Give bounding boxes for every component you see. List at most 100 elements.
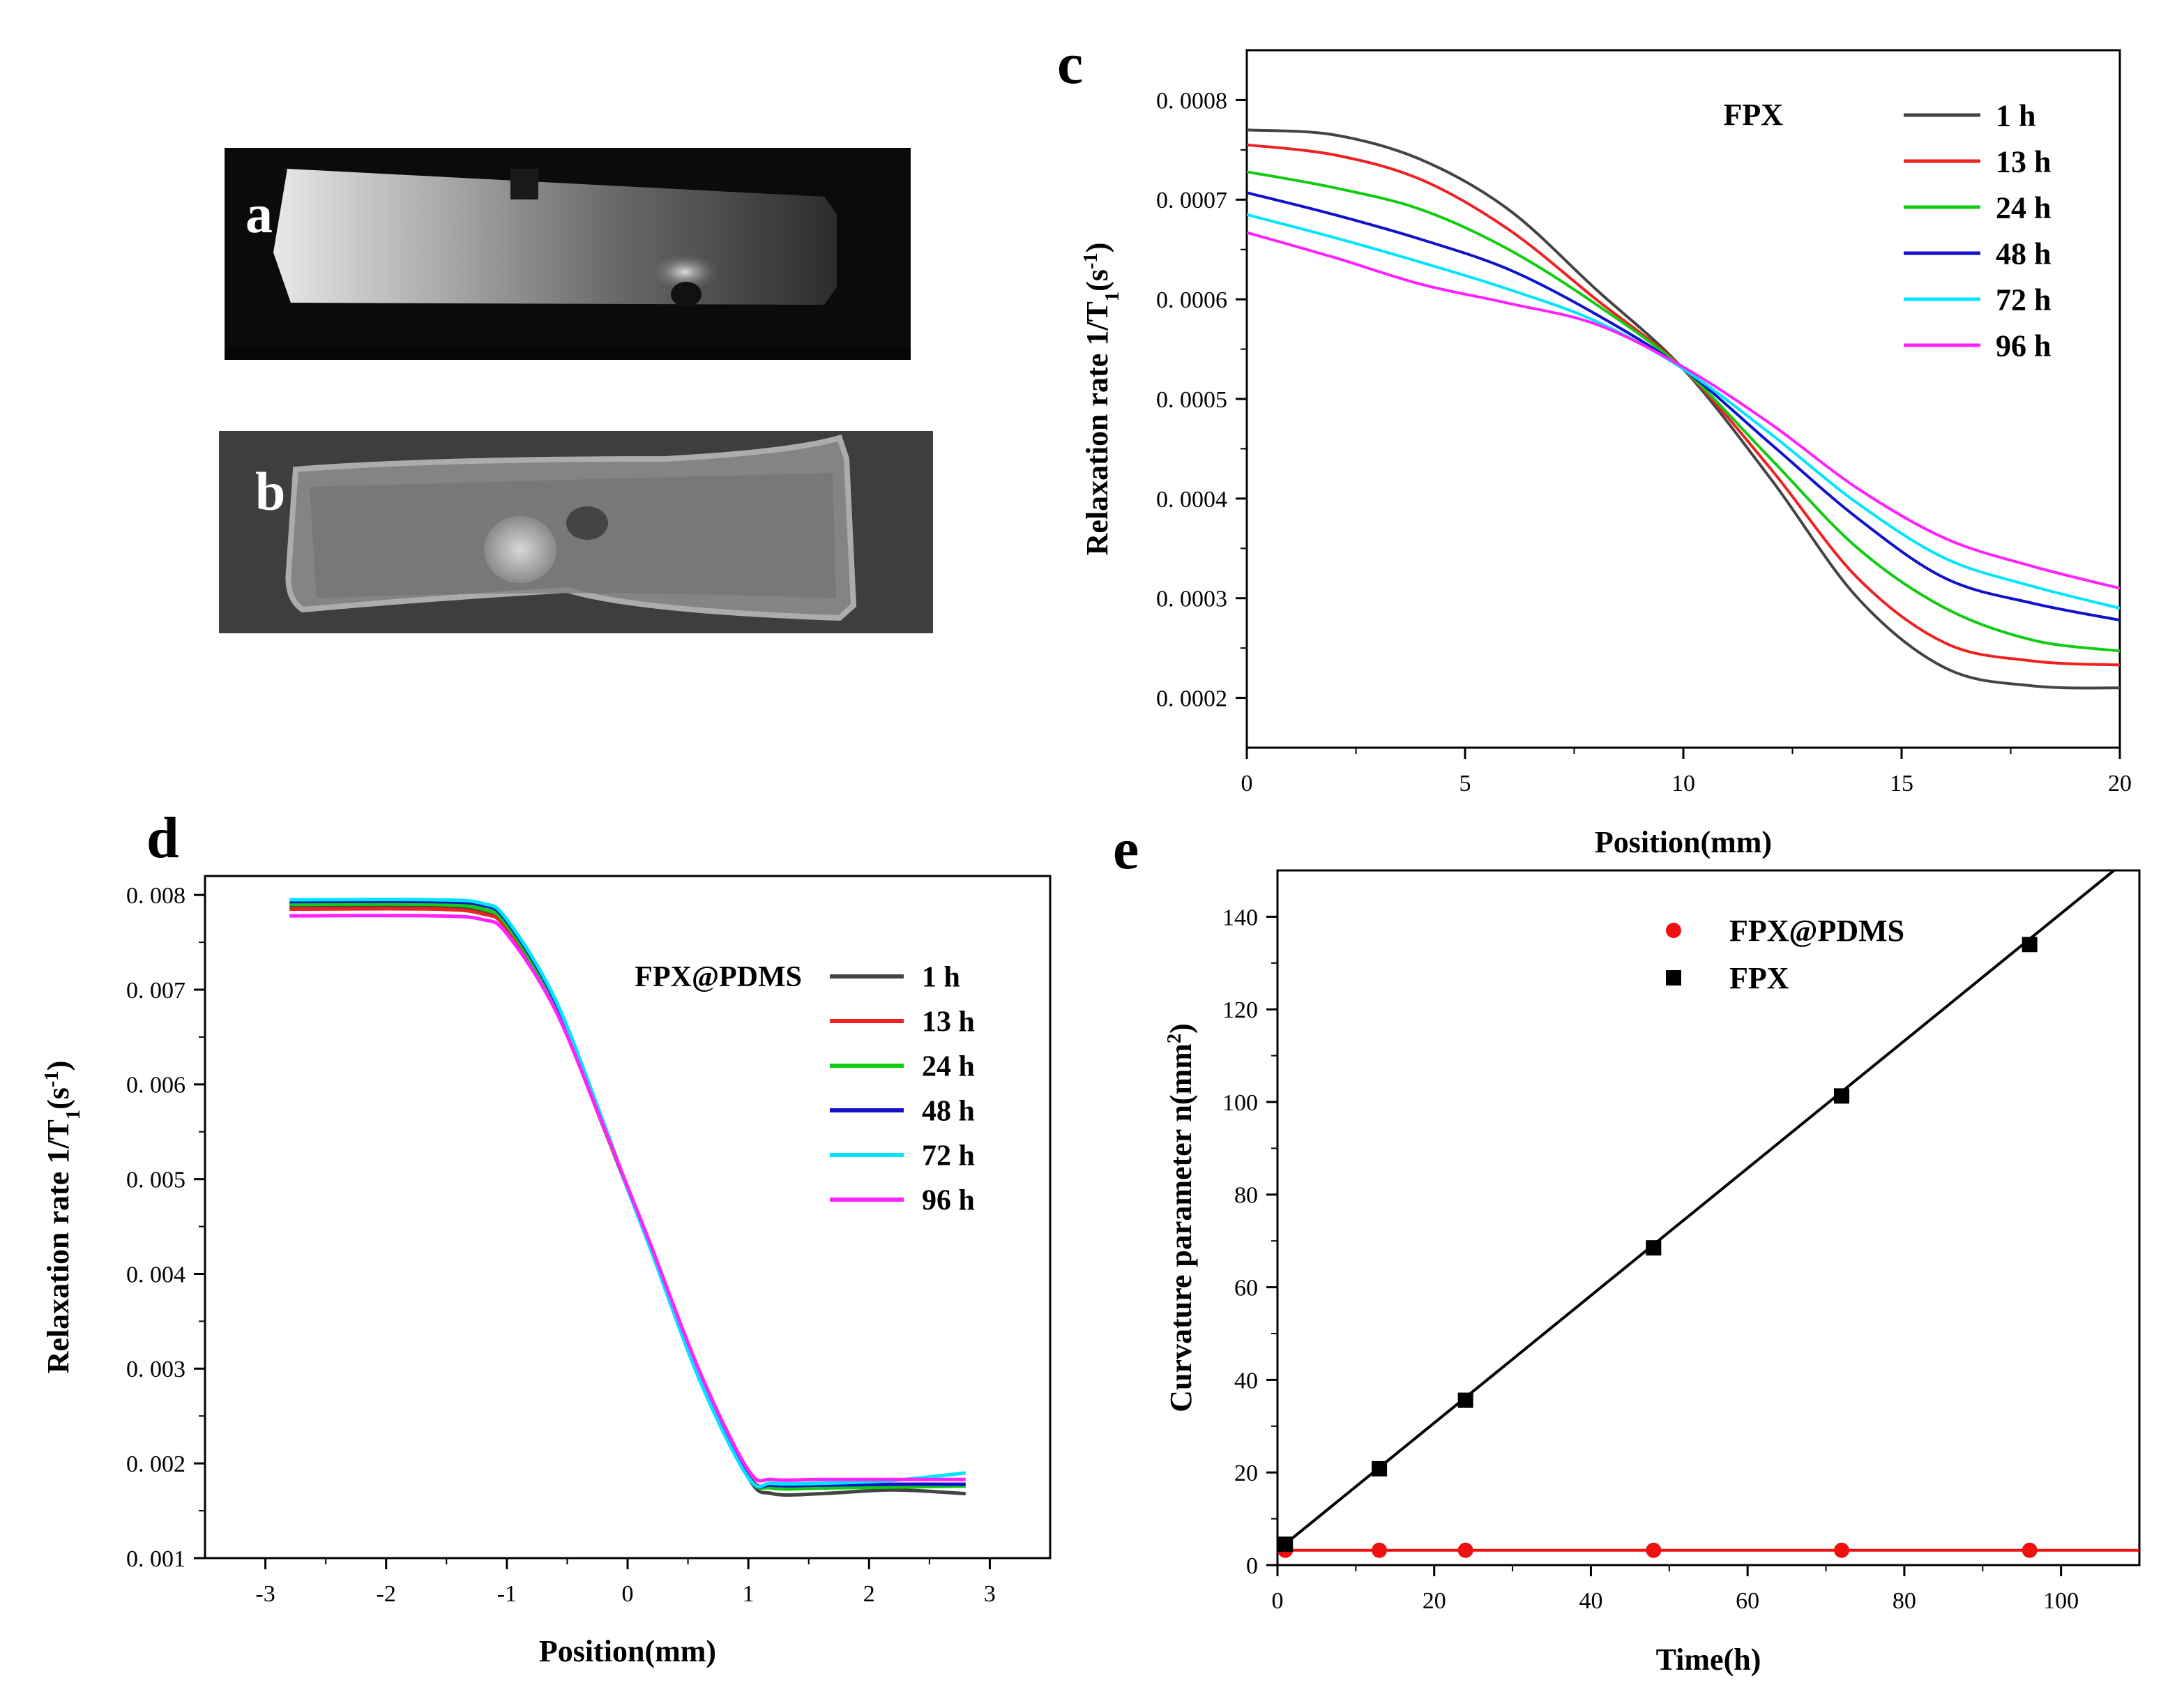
figure-letter-e: e (1113, 817, 1139, 882)
legend-marker (1666, 923, 1681, 938)
data-point-FPX@PDMS (2022, 1542, 2038, 1558)
data-point-FPX (1834, 1088, 1850, 1104)
x-tick-label: 20 (2108, 771, 2132, 796)
x-axis-label: Time(h) (1656, 1643, 1761, 1677)
series-line-72h (289, 898, 966, 1489)
legend-label: 24 h (1996, 190, 2051, 225)
xray-image-b: b (219, 431, 933, 633)
x-tick-label: 10 (1671, 771, 1695, 796)
y-axis-label: Relaxation rate 1/T1(s-1) (1080, 243, 1123, 556)
legend-label: 13 h (1996, 144, 2051, 179)
y-tick-label: 0. 006 (126, 1073, 185, 1098)
y-axis-label: Relaxation rate 1/T1(s-1) (41, 1061, 84, 1374)
y-tick-label: 0. 0005 (1156, 387, 1227, 413)
y-axis-label-group: Relaxation rate 1/T1(s-1) (41, 1061, 84, 1374)
chart-c: 0 5 10 15 20 0. 0002 0. 0003 0. 0004 0. 0005 0. 0… (1080, 49, 2132, 859)
series-line-48h (1246, 191, 2121, 622)
x-tick-label: 1 (743, 1581, 754, 1607)
y-tick-label: 120 (1222, 997, 1258, 1023)
figure-letter-c: c (1057, 31, 1084, 96)
series-line-24h (289, 902, 966, 1491)
y-tick-label: 40 (1234, 1368, 1258, 1394)
x-tick-label: 5 (1459, 771, 1471, 796)
x-tick-label: 0 (1241, 771, 1253, 796)
series-line-24h (1246, 170, 2121, 653)
x-tick-label: 0 (1272, 1588, 1284, 1614)
y-tick-label: 140 (1222, 905, 1258, 930)
x-tick-label: -2 (377, 1581, 396, 1607)
y-tick-label: 0. 0004 (1156, 487, 1227, 513)
legend-label: 48 h (922, 1096, 975, 1128)
panel-letter-b: b (255, 461, 286, 522)
data-point-FPX@PDMS (1646, 1542, 1662, 1558)
mri-image-a: a (225, 148, 911, 360)
y-tick-label: 0. 003 (126, 1357, 185, 1382)
legend-title: FPX (1723, 98, 1783, 132)
legend-marker (1666, 970, 1681, 986)
x-tick-label: -1 (497, 1581, 517, 1607)
series-line-13h (1246, 143, 2121, 667)
y-tick-label: 0. 0003 (1156, 587, 1227, 612)
y-tick-label: 20 (1234, 1460, 1258, 1486)
x-tick-label: 100 (2043, 1588, 2079, 1614)
y-axis-label-group: Relaxation rate 1/T1(s-1) (1080, 243, 1123, 556)
chart-e: 0 20 40 60 80 100 0 20 40 60 80 100 120 140 Time(h) Cur… (1164, 869, 2141, 1677)
x-tick-label: 20 (1423, 1588, 1446, 1614)
series-line-96h (1246, 231, 2121, 590)
figure-letter-d: d (146, 806, 179, 870)
series-line-1h (1246, 128, 2121, 690)
legend-label: FPX@PDMS (1729, 914, 1904, 948)
legend-label: 96 h (1996, 329, 2051, 363)
x-axis-label: Position(mm) (1595, 825, 1772, 859)
panel-letter-a: a (245, 183, 273, 244)
x-tick-label: 60 (1736, 1588, 1759, 1614)
legend-title: FPX@PDMS (635, 961, 802, 993)
chart-d: -3 -2 -1 0 1 2 3 0. 001 0. 002 0. 003 0. 004 0. 005… (41, 875, 1052, 1668)
y-tick-label: 0. 0008 (1156, 88, 1227, 114)
data-point-FPX (2022, 937, 2038, 953)
x-tick-label: 80 (1893, 1588, 1916, 1614)
legend-label: 13 h (922, 1006, 975, 1039)
y-tick-label: 60 (1234, 1276, 1258, 1301)
mri-image-a-graphic (225, 148, 911, 360)
y-tick-label: 0. 004 (126, 1262, 185, 1288)
y-axis-label: Curvature parameter n(mm2) (1164, 1023, 1199, 1412)
xray-image-b-graphic (219, 431, 933, 633)
legend-label: FPX (1729, 961, 1789, 995)
x-tick-label: 15 (1890, 771, 1913, 796)
x-tick-label: 40 (1579, 1588, 1602, 1614)
series-line-72h (1246, 213, 2121, 610)
y-tick-label: 0. 002 (126, 1451, 185, 1477)
data-point-FPX@PDMS (1372, 1542, 1388, 1558)
plot-frame (1245, 49, 2121, 749)
legend-label: 96 h (922, 1185, 975, 1217)
y-axis-label-group: Curvature parameter n(mm2) (1164, 1023, 1199, 1412)
y-tick-label: 0. 008 (126, 883, 185, 909)
x-tick-label: 3 (984, 1581, 996, 1607)
plot-frame (1276, 869, 2141, 1566)
series-line-48h (289, 899, 966, 1489)
y-tick-label: 0. 0007 (1156, 188, 1227, 213)
data-point-FPX (1277, 1536, 1294, 1553)
legend-label: 48 h (1996, 236, 2051, 271)
y-tick-label: 0. 001 (126, 1546, 185, 1572)
series-line-96h (289, 914, 966, 1483)
data-point-FPX (1646, 1240, 1662, 1256)
y-tick-label: 100 (1222, 1090, 1258, 1116)
y-tick-label: 0. 0002 (1156, 686, 1227, 711)
fit-line-FPX (1277, 870, 2116, 1552)
y-tick-label: 0. 0006 (1156, 287, 1227, 313)
legend-label: 24 h (922, 1051, 975, 1083)
data-point-FPX (1457, 1392, 1473, 1408)
x-tick-label: 2 (863, 1581, 875, 1607)
y-tick-label: 0. 007 (126, 978, 185, 1004)
x-axis-label: Position(mm) (539, 1634, 716, 1668)
y-tick-label: 0. 005 (126, 1168, 185, 1193)
data-point-FPX@PDMS (1457, 1542, 1473, 1558)
legend-label: 72 h (922, 1140, 975, 1172)
data-point-FPX (1372, 1460, 1388, 1477)
legend-label: 1 h (1996, 98, 2035, 133)
x-tick-label: 0 (622, 1581, 634, 1607)
legend-label: 1 h (922, 962, 960, 994)
legend-label: 72 h (1996, 282, 2051, 317)
